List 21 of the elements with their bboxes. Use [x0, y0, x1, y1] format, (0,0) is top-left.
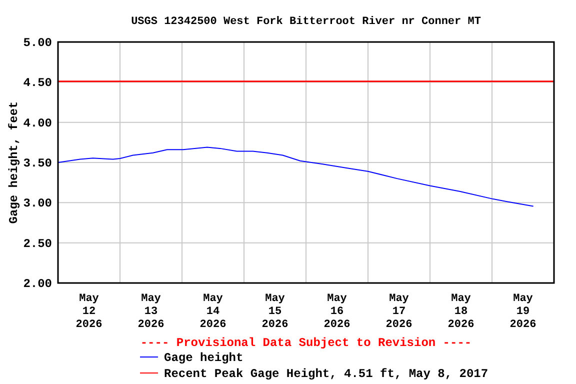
y-tick-label: 2.50: [23, 236, 52, 251]
x-tick-label: May 18 2026: [448, 293, 474, 331]
legend-label: Recent Peak Gage Height, 4.51 ft, May 8, 2017: [164, 367, 488, 381]
y-tick-label: 3.50: [23, 156, 52, 170]
legend-label: Gage height: [164, 351, 244, 365]
line-series: [58, 146, 534, 207]
y-axis-title: Gage height, feet: [7, 101, 21, 224]
y-tick-label: 4.00: [23, 116, 52, 130]
y-tick-label: 4.50: [23, 76, 52, 90]
x-tick-label: May 12 2026: [76, 293, 102, 331]
x-tick-label: May 16 2026: [324, 293, 350, 331]
x-tick-label: May 15 2026: [262, 293, 288, 331]
y-tick-label: 5.00: [23, 36, 52, 50]
x-tick-label: May 17 2026: [386, 293, 412, 331]
chart-title: USGS 12342500 West Fork Bitterroot River nr Conner MT: [131, 16, 482, 28]
x-tick-label: May 13 2026: [138, 293, 164, 331]
y-tick-label: 3.00: [23, 196, 52, 211]
x-tick-label: May 19 2026: [510, 293, 536, 331]
x-tick-label: May 14 2026: [200, 293, 226, 331]
text: ---- Provisional Data Subject to Revision ----: [140, 336, 472, 350]
y-tick-label: 2.00: [23, 277, 52, 291]
